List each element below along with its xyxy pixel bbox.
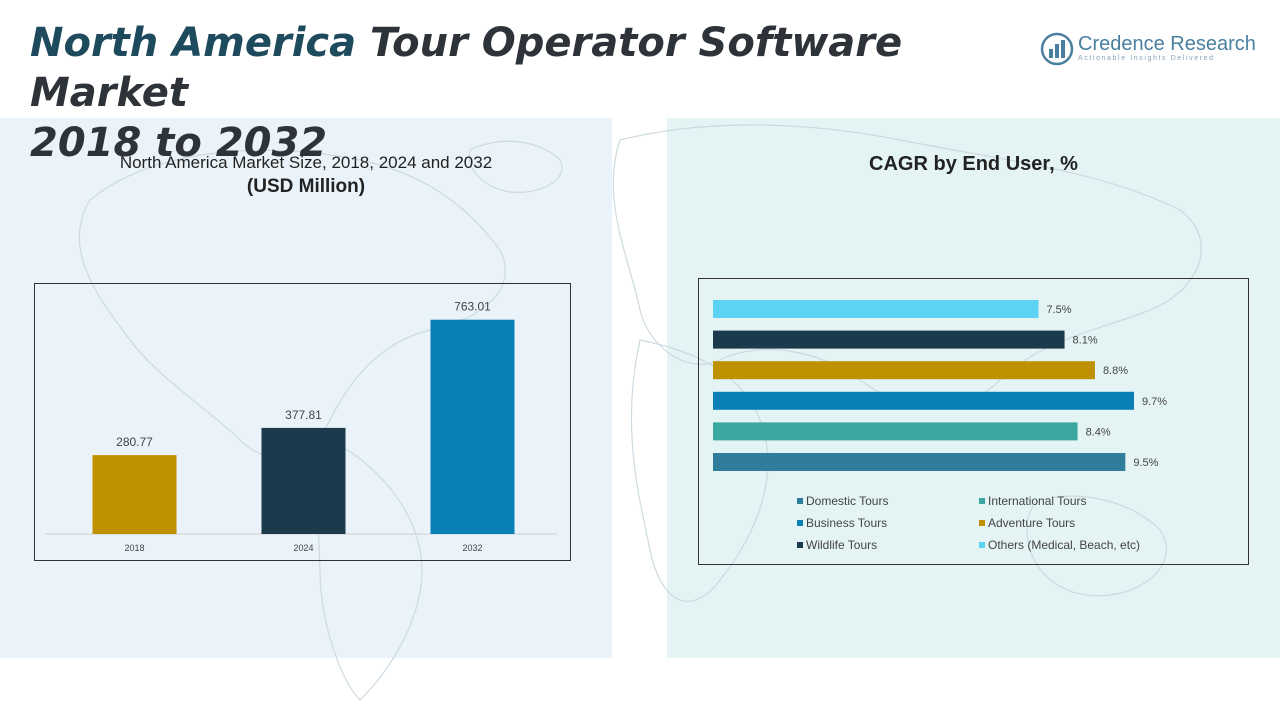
data-label-2032: 763.01 xyxy=(454,300,491,314)
bar-2018 xyxy=(92,455,177,534)
x-tick-2024: 2024 xyxy=(293,543,313,553)
x-tick-2032: 2032 xyxy=(462,543,482,553)
data-label-business-tours: 9.7% xyxy=(1142,396,1167,408)
market-size-chart-title: North America Market Size, 2018, 2024 an… xyxy=(119,153,493,172)
market-size-chart-frame: 280.77 2018 377.81 2024 763.01 2032 xyxy=(34,283,571,561)
page-title: North America Tour Operator Software Mar… xyxy=(30,18,1010,168)
legend-label-others-medical-beach-etc-: Others (Medical, Beach, etc) xyxy=(988,538,1140,552)
legend-swatch-domestic-tours xyxy=(797,498,803,504)
legend-swatch-business-tours xyxy=(797,520,803,526)
data-label-wildlife-tours: 8.1% xyxy=(1073,335,1098,347)
bar-domestic-tours xyxy=(713,453,1126,471)
bar-international-tours xyxy=(713,422,1078,441)
legend-label-business-tours: Business Tours xyxy=(806,516,887,530)
cagr-chart-title: CAGR by End User, % xyxy=(869,153,1078,175)
market-size-bar-chart: 280.77 2018 377.81 2024 763.01 2032 xyxy=(45,300,557,553)
logo-tagline: Actionable Insights Delivered xyxy=(1078,55,1215,62)
page-title-line2: 2018 to 2032 xyxy=(30,120,328,166)
x-tick-2018: 2018 xyxy=(124,543,144,553)
legend-swatch-international-tours xyxy=(979,498,985,504)
legend-swatch-others-medical-beach-etc- xyxy=(979,542,985,548)
page-title-rest: Tour Operator Software Market xyxy=(30,20,903,116)
world-map-background xyxy=(78,124,1202,701)
right-panel-background xyxy=(667,118,1280,658)
cagr-chart-frame: 7.5% 8.1% 8.8% 9.7% 8.4% 9.5% Domestic Tours In… xyxy=(698,278,1249,565)
data-label-domestic-tours: 9.5% xyxy=(1133,457,1158,469)
bar-wildlife-tours xyxy=(713,330,1065,349)
data-label-international-tours: 8.4% xyxy=(1086,426,1111,438)
legend-label-domestic-tours: Domestic Tours xyxy=(806,494,888,508)
data-label-2018: 280.77 xyxy=(116,435,153,449)
legend-label-international-tours: International Tours xyxy=(988,494,1087,508)
data-label-2024: 377.81 xyxy=(285,408,322,422)
credence-research-logo: Credence Research Actionable Insights De… xyxy=(1040,30,1256,70)
logo-name: Credence Research xyxy=(1078,33,1256,55)
bar-others-medical-beach-etc- xyxy=(713,300,1039,318)
bar-adventure-tours xyxy=(713,361,1095,380)
bar-business-tours xyxy=(713,391,1134,410)
bar-2032 xyxy=(430,319,515,534)
legend-swatch-adventure-tours xyxy=(979,520,985,526)
market-size-chart-unit: (USD Million) xyxy=(246,176,366,197)
bar-2024 xyxy=(261,427,346,534)
legend-label-adventure-tours: Adventure Tours xyxy=(988,516,1075,530)
cagr-horizontal-bar-chart: 7.5% 8.1% 8.8% 9.7% 8.4% 9.5% Domestic Tours In… xyxy=(713,300,1167,552)
logo-bars-icon xyxy=(1040,32,1074,66)
data-label-others-medical-beach-etc-: 7.5% xyxy=(1047,304,1072,316)
data-label-adventure-tours: 8.8% xyxy=(1103,365,1128,377)
market-size-chart-heading: North America Market Size, 2018, 2024 an… xyxy=(0,151,612,199)
page-title-accent: North America xyxy=(30,20,357,66)
legend-swatch-wildlife-tours xyxy=(797,542,803,548)
legend-label-wildlife-tours: Wildlife Tours xyxy=(806,538,877,552)
